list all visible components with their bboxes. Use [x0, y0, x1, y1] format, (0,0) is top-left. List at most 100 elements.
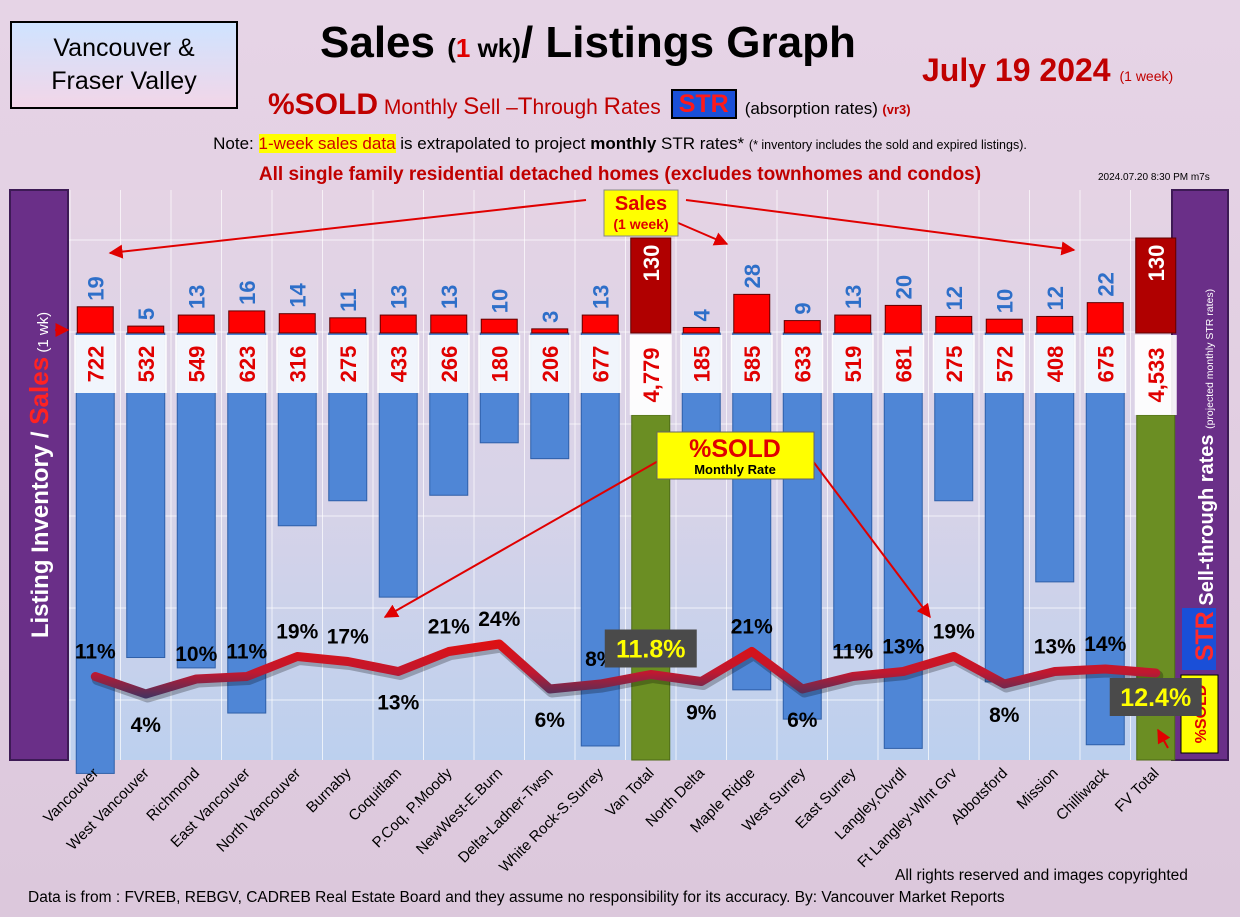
listing-label-bg — [326, 335, 369, 393]
sales-bar — [127, 325, 165, 334]
sales-value-label: 13 — [588, 285, 613, 309]
total-pct-label: 12.4% — [1120, 684, 1191, 712]
listing-value-label: 623 — [235, 346, 260, 383]
sales-value-label: 10 — [487, 289, 512, 313]
page-title: Sales (1 wk)/ Listings Graph — [320, 18, 856, 68]
sales-value-label: 5 — [134, 308, 159, 320]
pct-label: 14% — [1084, 633, 1126, 656]
note-part-f: (* inventory includes the sold and expir… — [748, 138, 1027, 152]
report-date-note: (1 week) — [1119, 68, 1174, 84]
listing-label-bg — [377, 335, 420, 393]
listing-value-label: 633 — [790, 346, 815, 383]
pct-label: 11% — [832, 641, 873, 664]
right-axis-label: STR Sell-through rates (projected monthl… — [1191, 289, 1219, 661]
listing-bar — [75, 332, 115, 774]
title-part-c: 1 — [455, 33, 471, 63]
category-label: NewWest-E.Burn — [413, 765, 506, 858]
region-box: Vancouver & Fraser Valley — [10, 21, 238, 109]
sales-bar — [76, 306, 114, 334]
total-pct-label: 11.8% — [616, 636, 686, 664]
sales-value-label: 9 — [790, 302, 815, 314]
title-part-e: / Listings Graph — [520, 18, 856, 67]
right-axis-label-a: STR — [1191, 611, 1219, 661]
subtitle-ates: ates — [621, 96, 661, 119]
pct-label: 9% — [686, 702, 717, 725]
title-part-b: ( — [447, 33, 456, 63]
listing-value-label: 681 — [891, 346, 916, 383]
note-part-e: STR rates* — [656, 134, 749, 153]
sales-value-label: 12 — [1043, 286, 1068, 310]
note-highlight: 1-week sales data — [258, 134, 396, 153]
listing-value-label: 275 — [336, 346, 361, 383]
listing-value-label: 572 — [992, 346, 1017, 383]
report-date-text: July 19 2024 — [922, 52, 1111, 88]
sales-value-label: 16 — [235, 280, 260, 304]
listing-value-label: 206 — [538, 346, 563, 383]
sales-bar — [177, 314, 215, 334]
right-str-badge-bg — [1182, 608, 1216, 670]
sales-value-label: 19 — [83, 276, 108, 300]
listing-label-bg — [629, 335, 672, 415]
listing-value-label: 266 — [437, 346, 462, 383]
sales-value-label: 4 — [689, 308, 714, 321]
sales-bar — [985, 318, 1023, 334]
sales-bar — [834, 314, 872, 334]
pct-label: 6% — [535, 709, 566, 732]
pct-label: 13% — [1034, 636, 1076, 659]
listing-value-label: 549 — [184, 346, 209, 383]
listing-value-label: 4,533 — [1144, 347, 1169, 402]
left-axis-label-b: Sales — [24, 357, 54, 425]
listing-bar — [782, 332, 822, 720]
listing-label-bg — [528, 335, 571, 393]
category-label: Ft Langley-Wlnt Grv — [854, 764, 961, 871]
sales-bar — [531, 328, 569, 334]
sales-bar — [1135, 237, 1177, 334]
sales-value-label: 22 — [1093, 272, 1118, 296]
pct-labels: 11% 4% 10% 11% 19% 17% 13% 21% 24% 6% 8% 11.8% 9% 21%… — [75, 608, 1202, 737]
subtitle-sold: %SOLD — [268, 88, 379, 121]
listing-bar — [883, 332, 923, 749]
pct-label: 17% — [327, 626, 369, 649]
listing-value-label: 185 — [689, 346, 714, 383]
pct-label: 6% — [787, 709, 818, 732]
sales-labels: 19 5 13 16 14 11 13 13 10 3 13 130 4 28 9 13 20 12 10 12 22 1… — [83, 245, 1169, 323]
note-part-a: Note: — [213, 134, 259, 153]
sales-value-label: 13 — [386, 285, 411, 309]
category-label: Delta-Ladner-Twsn — [455, 765, 557, 867]
listing-label-bg — [983, 335, 1026, 393]
sales-value-label: 28 — [740, 264, 765, 288]
listing-label-bg — [478, 335, 521, 393]
listing-label-bg — [1134, 335, 1177, 415]
listing-value-label: 675 — [1093, 346, 1118, 383]
note-part-c: is extrapolated to project — [395, 134, 591, 153]
pct-label: 10% — [175, 643, 217, 666]
sales-arrow-left — [108, 199, 587, 259]
category-label: Mission — [1014, 765, 1062, 813]
listing-value-label: 532 — [134, 346, 159, 383]
sales-value-label: 13 — [841, 285, 866, 309]
version-note: (vr3) — [882, 102, 911, 117]
sales-callout: Sales (1 week) — [108, 189, 1076, 259]
sales-bar — [682, 326, 720, 334]
listing-value-label: 585 — [740, 346, 765, 383]
str-badge: STR — [670, 89, 737, 119]
subtitle: %SOLD Monthly Sell –Through Rates STR (abs… — [268, 88, 911, 122]
sales-bar — [581, 314, 619, 334]
pct-label: 8% — [989, 704, 1020, 727]
subtitle-s: S — [463, 93, 480, 120]
pct-label: 11% — [75, 641, 116, 664]
sales-bar — [228, 310, 266, 334]
sales-arrow-mid — [675, 221, 729, 246]
listing-label-bg — [1084, 335, 1127, 393]
listing-value-label: 433 — [386, 346, 411, 383]
sales-callout-line2: (1 week) — [613, 216, 668, 232]
left-axis-panel — [9, 189, 69, 761]
sales-callout-line1: Sales — [615, 193, 667, 215]
sales-bar — [480, 318, 518, 334]
sales-arrow-right — [685, 199, 1076, 256]
listing-label-bg — [781, 335, 824, 393]
str-line-path — [90, 639, 1161, 699]
sales-bar — [884, 304, 922, 334]
sold-arrow-right — [811, 459, 931, 619]
